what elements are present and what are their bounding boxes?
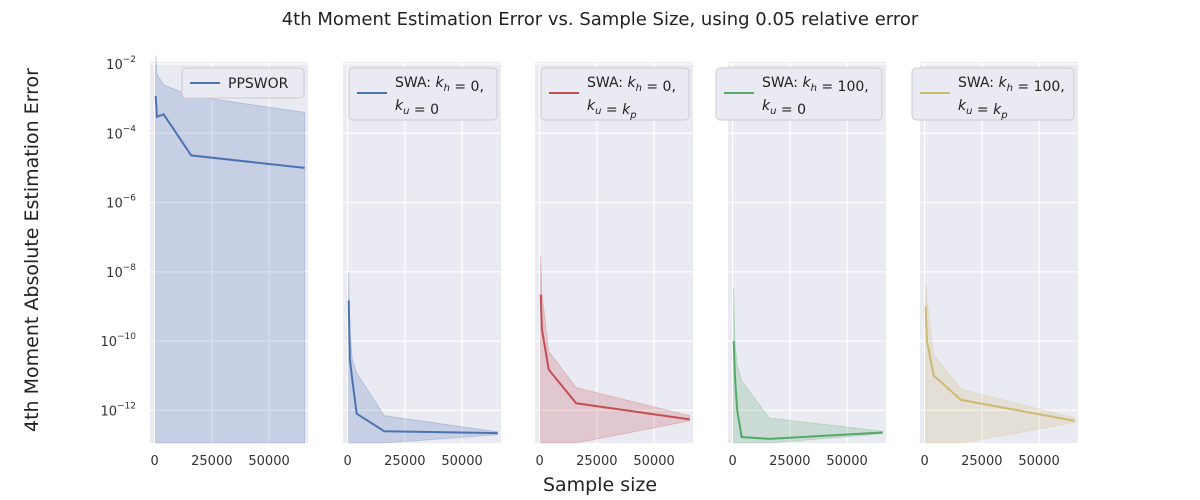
x-tick-label: 0 [535, 454, 543, 469]
x-tick-label: 50000 [826, 454, 867, 469]
x-tick-label: 50000 [441, 454, 482, 469]
y-tick-label: 10−2 [106, 55, 136, 73]
legend-subscript: u [595, 106, 601, 117]
legend-subscript: p [1000, 110, 1007, 121]
legend-subscript: h [811, 83, 817, 94]
x-tick-label: 0 [343, 454, 351, 469]
legend-var: k [762, 98, 771, 114]
legend-subscript: p [629, 110, 636, 121]
legend-var: k [622, 102, 631, 118]
legend-label-line2: ku = kp [958, 98, 1008, 121]
legend-label-line2: ku = kp [587, 98, 637, 121]
x-tick-label: 50000 [248, 454, 289, 469]
legend-label-line2: ku = 0 [762, 98, 806, 118]
confidence-band [925, 282, 1075, 444]
y-tick-label: 10−6 [106, 194, 136, 212]
subplot-panels: 0 25000 50000 10−2 10−4 10−6 10−8 10−10 10−12 PPS… [100, 55, 1078, 469]
x-tick-label: 0 [150, 454, 158, 469]
x-tick-label: 25000 [191, 454, 232, 469]
legend-box [911, 67, 1075, 121]
plot-background [728, 62, 886, 443]
legend-subscript: u [770, 106, 776, 117]
legend-label-line1: SWA: kh = 0, [395, 75, 484, 95]
legend-var: k [395, 98, 404, 114]
figure-title: 4th Moment Estimation Error vs. Sample S… [282, 9, 919, 30]
legend-label-line1: SWA: kh = 100, [958, 75, 1065, 95]
plot-background [150, 62, 308, 443]
x-axis-label: Sample size [543, 474, 657, 496]
legend-var: k [435, 75, 444, 91]
legend-text-part: = 0 [776, 102, 806, 118]
legend-subscript: h [1007, 83, 1013, 94]
legend-subscript: u [403, 106, 409, 117]
x-tick-label: 25000 [769, 454, 810, 469]
confidence-band [733, 287, 883, 444]
legend-text-part: = [601, 102, 622, 118]
x-tick-label: 0 [728, 454, 736, 469]
confidence-band [348, 271, 498, 444]
legend-var: k [627, 75, 636, 91]
subplot-1: 0 25000 50000 10−2 10−4 10−6 10−8 10−10 10−12 PPS… [100, 55, 308, 469]
legend-var: k [587, 98, 596, 114]
confidence-band [540, 256, 690, 444]
confidence-band [155, 55, 305, 444]
legend-var: k [993, 102, 1002, 118]
legend-label-line2: ku = 0 [395, 98, 439, 118]
x-tick-label: 25000 [961, 454, 1002, 469]
x-tick-label: 25000 [576, 454, 617, 469]
legend-var: k [958, 98, 967, 114]
legend-text-part: = 0, [450, 79, 484, 95]
legend-text-part: SWA: [958, 75, 998, 91]
legend-subscript: h [636, 83, 642, 94]
x-tick-label: 50000 [1018, 454, 1059, 469]
legend-subscript: h [444, 83, 450, 94]
x-tick-label: 0 [920, 454, 928, 469]
y-tick-label: 10−8 [106, 263, 136, 281]
legend-box [181, 67, 305, 99]
x-tick-label: 25000 [384, 454, 425, 469]
series-line [347, 300, 498, 435]
legend-label-line1: SWA: kh = 0, [587, 75, 676, 95]
legend-text-part: = [972, 102, 993, 118]
plot-background [920, 62, 1078, 443]
legend-label-line1: SWA: kh = 100, [762, 75, 869, 95]
x-tick-label: 50000 [633, 454, 674, 469]
plot-background [535, 62, 693, 443]
legend-text-part: = 0 [409, 102, 439, 118]
legend-text-part: = 0, [642, 79, 676, 95]
legend-box [348, 67, 498, 121]
legend-subscript: u [966, 106, 972, 117]
y-tick-label: 10−4 [106, 124, 136, 142]
legend-text-part: = 100, [817, 79, 869, 95]
legend-box [540, 67, 690, 121]
legend-box [715, 67, 883, 121]
plot-background [343, 62, 501, 443]
legend-text-part: SWA: [395, 75, 435, 91]
legend-var: k [802, 75, 811, 91]
legend-text-part: = 100, [1013, 79, 1065, 95]
legend-text-part: SWA: [587, 75, 627, 91]
y-axis-label: 4th Moment Absolute Estimation Error [21, 68, 43, 432]
y-tick-label: 10−10 [100, 332, 136, 350]
legend-var: k [998, 75, 1007, 91]
legend-label: PPSWOR [228, 76, 289, 92]
series-line [732, 341, 883, 440]
y-tick-label: 10−12 [100, 401, 136, 419]
legend-text-part: SWA: [762, 75, 802, 91]
